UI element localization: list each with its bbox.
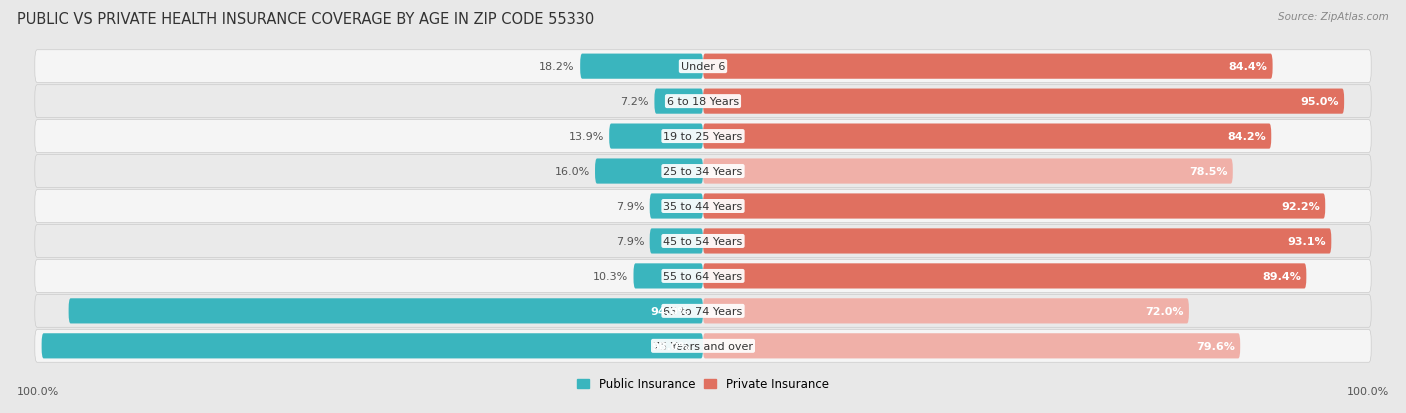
FancyBboxPatch shape	[703, 194, 1326, 219]
FancyBboxPatch shape	[35, 225, 1371, 258]
Text: 79.6%: 79.6%	[1197, 341, 1234, 351]
Text: 89.4%: 89.4%	[1263, 271, 1301, 281]
FancyBboxPatch shape	[35, 155, 1371, 188]
FancyBboxPatch shape	[703, 159, 1233, 184]
Text: 84.4%: 84.4%	[1229, 62, 1267, 72]
Text: 72.0%: 72.0%	[1144, 306, 1184, 316]
FancyBboxPatch shape	[703, 299, 1189, 324]
Text: 6 to 18 Years: 6 to 18 Years	[666, 97, 740, 107]
FancyBboxPatch shape	[650, 229, 703, 254]
Text: 13.9%: 13.9%	[568, 132, 603, 142]
Legend: Public Insurance, Private Insurance: Public Insurance, Private Insurance	[572, 373, 834, 395]
FancyBboxPatch shape	[703, 229, 1331, 254]
Text: PUBLIC VS PRIVATE HEALTH INSURANCE COVERAGE BY AGE IN ZIP CODE 55330: PUBLIC VS PRIVATE HEALTH INSURANCE COVER…	[17, 12, 595, 27]
FancyBboxPatch shape	[703, 333, 1240, 358]
Text: 19 to 25 Years: 19 to 25 Years	[664, 132, 742, 142]
Text: 10.3%: 10.3%	[593, 271, 628, 281]
Text: 78.5%: 78.5%	[1189, 166, 1227, 177]
Text: Under 6: Under 6	[681, 62, 725, 72]
Text: 55 to 64 Years: 55 to 64 Years	[664, 271, 742, 281]
Text: 16.0%: 16.0%	[554, 166, 589, 177]
Text: 65 to 74 Years: 65 to 74 Years	[664, 306, 742, 316]
Text: 95.0%: 95.0%	[1301, 97, 1339, 107]
Text: 100.0%: 100.0%	[17, 387, 59, 396]
Text: 7.9%: 7.9%	[616, 202, 644, 211]
FancyBboxPatch shape	[703, 89, 1344, 114]
FancyBboxPatch shape	[654, 89, 703, 114]
FancyBboxPatch shape	[35, 85, 1371, 118]
Text: 45 to 54 Years: 45 to 54 Years	[664, 236, 742, 247]
Text: 92.2%: 92.2%	[1281, 202, 1320, 211]
Text: 93.1%: 93.1%	[1288, 236, 1326, 247]
Text: 7.2%: 7.2%	[620, 97, 650, 107]
FancyBboxPatch shape	[35, 330, 1371, 362]
Text: 75 Years and over: 75 Years and over	[652, 341, 754, 351]
Text: 18.2%: 18.2%	[540, 62, 575, 72]
FancyBboxPatch shape	[581, 55, 703, 80]
FancyBboxPatch shape	[595, 159, 703, 184]
Text: 25 to 34 Years: 25 to 34 Years	[664, 166, 742, 177]
FancyBboxPatch shape	[69, 299, 703, 324]
FancyBboxPatch shape	[35, 295, 1371, 328]
Text: 84.2%: 84.2%	[1227, 132, 1265, 142]
FancyBboxPatch shape	[42, 333, 703, 358]
Text: 7.9%: 7.9%	[616, 236, 644, 247]
FancyBboxPatch shape	[35, 260, 1371, 293]
FancyBboxPatch shape	[35, 190, 1371, 223]
Text: 35 to 44 Years: 35 to 44 Years	[664, 202, 742, 211]
FancyBboxPatch shape	[609, 124, 703, 150]
Text: 98.0%: 98.0%	[651, 341, 689, 351]
Text: 94.0%: 94.0%	[651, 306, 689, 316]
Text: 100.0%: 100.0%	[1347, 387, 1389, 396]
FancyBboxPatch shape	[35, 120, 1371, 153]
FancyBboxPatch shape	[703, 124, 1271, 150]
Text: Source: ZipAtlas.com: Source: ZipAtlas.com	[1278, 12, 1389, 22]
FancyBboxPatch shape	[35, 51, 1371, 83]
FancyBboxPatch shape	[703, 263, 1306, 289]
FancyBboxPatch shape	[634, 263, 703, 289]
FancyBboxPatch shape	[703, 55, 1272, 80]
FancyBboxPatch shape	[650, 194, 703, 219]
